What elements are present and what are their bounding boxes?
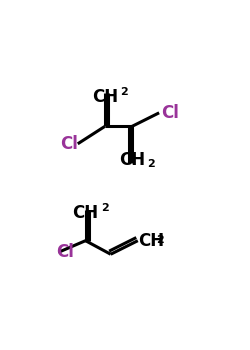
Text: 2: 2 — [120, 87, 128, 97]
Text: Cl: Cl — [56, 243, 74, 261]
Text: Cl: Cl — [161, 104, 179, 122]
Text: CH: CH — [119, 151, 145, 169]
Text: CH: CH — [138, 232, 164, 250]
Text: Cl: Cl — [60, 135, 78, 153]
Text: CH: CH — [92, 88, 118, 106]
Text: 2: 2 — [101, 203, 109, 213]
Text: 2: 2 — [148, 159, 155, 169]
Text: CH: CH — [72, 204, 99, 222]
Text: 2: 2 — [156, 235, 164, 245]
